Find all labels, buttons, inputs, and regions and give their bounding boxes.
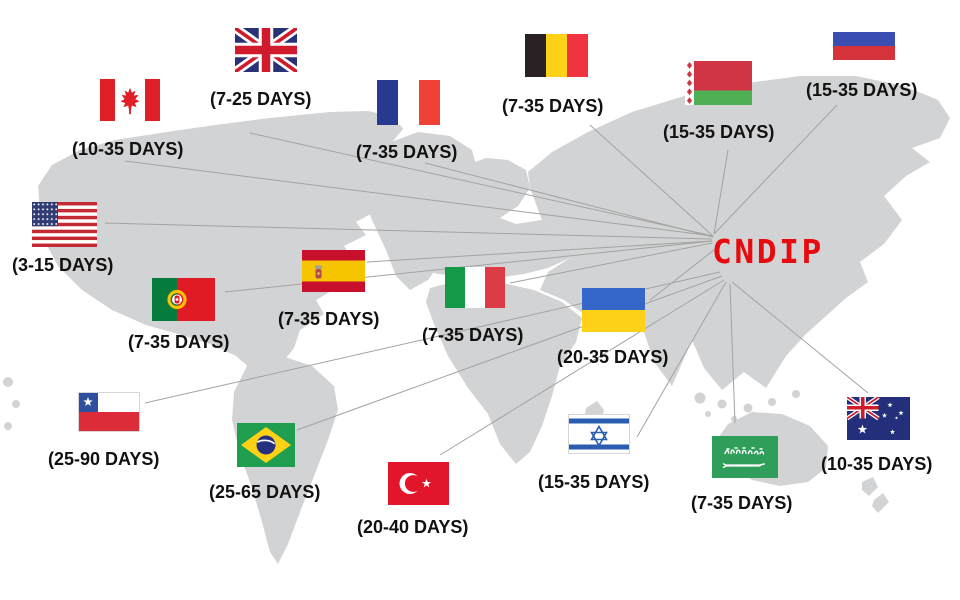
flag-spain: [302, 250, 365, 292]
flag-portugal: [152, 278, 215, 321]
flag-belgium: [525, 34, 588, 77]
flag-italy: [445, 267, 505, 308]
shipping-days-italy: (7-35 DAYS): [422, 325, 524, 345]
flag-france: [377, 80, 440, 125]
shipping-days-ukraine: (20-35 DAYS): [557, 347, 669, 367]
flag-brazil: [237, 423, 295, 467]
flag-chile: [78, 392, 140, 432]
shipping-days-brazil: (25-65 DAYS): [209, 482, 321, 502]
flag-israel: [568, 414, 630, 454]
flag-ukraine: [582, 288, 645, 332]
flag-turkey: [388, 462, 449, 505]
flag-australia: [847, 397, 910, 440]
flag-belarus: [685, 61, 752, 105]
flag-saudi-arabia: [712, 436, 778, 478]
shipping-days-saudi-arabia: (7-35 DAYS): [691, 493, 793, 513]
shipping-days-belgium: (7-35 DAYS): [502, 96, 604, 116]
shipping-days-united-states: (3-15 DAYS): [12, 255, 114, 275]
shipping-days-israel: (15-35 DAYS): [538, 472, 650, 492]
flag-united-states: [32, 202, 97, 247]
flag-russia: [833, 18, 895, 60]
brand-label: CNDIP: [712, 232, 824, 271]
shipping-days-canada: (10-35 DAYS): [72, 139, 184, 159]
shipping-days-france: (7-35 DAYS): [356, 142, 458, 162]
flag-united-kingdom: [235, 28, 297, 72]
shipping-days-russia: (15-35 DAYS): [806, 80, 918, 100]
shipping-days-belarus: (15-35 DAYS): [663, 122, 775, 142]
shipping-days-united-kingdom: (7-25 DAYS): [210, 89, 312, 109]
shipping-days-chile: (25-90 DAYS): [48, 449, 160, 469]
shipping-days-turkey: (20-40 DAYS): [357, 517, 469, 537]
shipping-days-portugal: (7-35 DAYS): [128, 332, 230, 352]
shipping-days-australia: (10-35 DAYS): [821, 454, 933, 474]
shipping-days-spain: (7-35 DAYS): [278, 309, 380, 329]
flag-canada: [100, 79, 160, 121]
